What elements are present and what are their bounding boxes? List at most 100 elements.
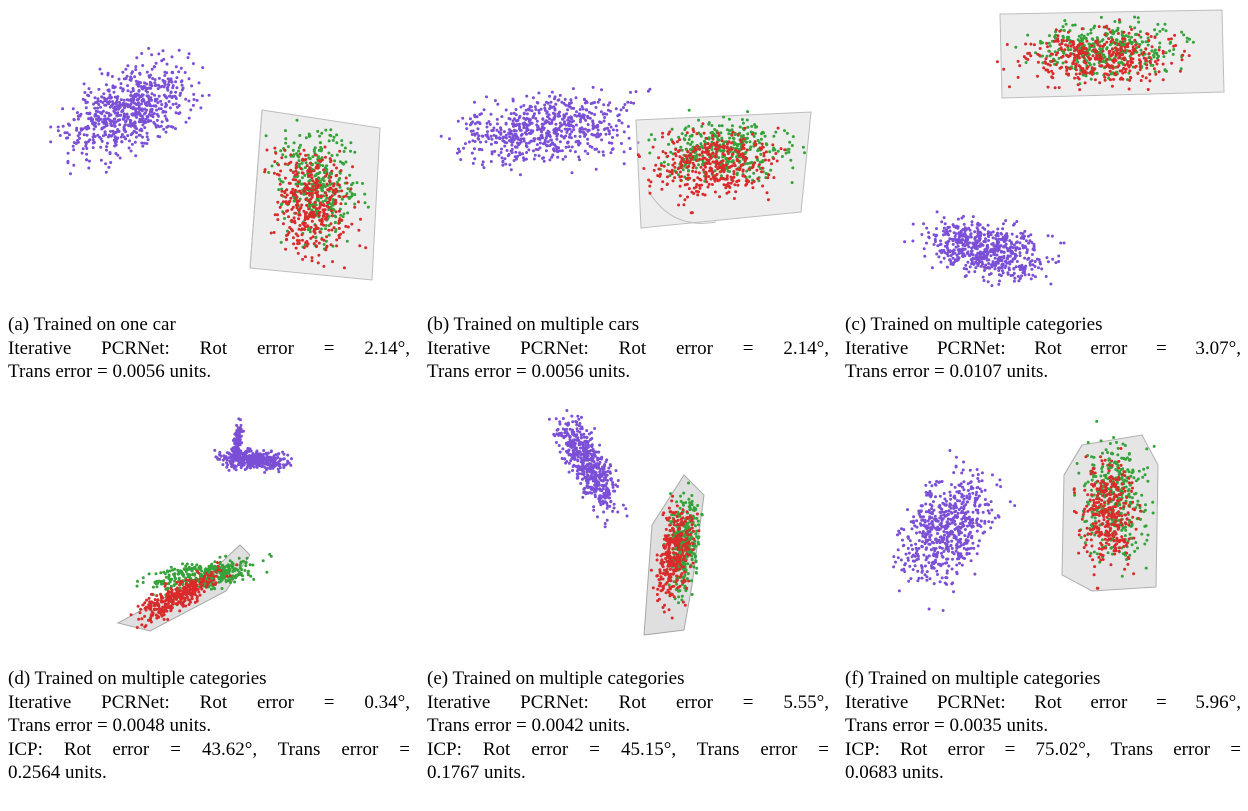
registered-point xyxy=(1149,61,1152,65)
registered-point xyxy=(654,163,658,167)
template-point xyxy=(720,136,724,140)
source-point xyxy=(1033,260,1037,263)
registered-point xyxy=(1108,69,1112,73)
source-point xyxy=(103,103,107,107)
source-point xyxy=(628,147,632,151)
template-point xyxy=(334,215,338,219)
source-point xyxy=(1028,239,1032,243)
source-point xyxy=(177,70,181,74)
template-point xyxy=(284,155,288,159)
registered-point xyxy=(342,266,346,270)
registered-point xyxy=(682,203,686,207)
source-point xyxy=(986,243,989,247)
template-point xyxy=(1054,33,1058,37)
registered-point xyxy=(335,173,339,177)
source-point xyxy=(502,135,506,139)
template-point xyxy=(688,148,692,151)
registered-point xyxy=(676,150,680,153)
template-point xyxy=(277,188,281,192)
source-point xyxy=(529,105,533,109)
source-point xyxy=(96,133,100,137)
source-point xyxy=(997,282,1001,286)
source-point xyxy=(546,115,549,119)
source-point xyxy=(586,123,590,126)
source-point xyxy=(579,116,583,120)
template-point xyxy=(668,174,672,178)
source-point xyxy=(97,118,101,122)
source-point xyxy=(952,231,956,235)
source-point xyxy=(1062,241,1066,245)
source-point xyxy=(237,441,241,444)
source-point xyxy=(262,462,266,466)
source-point xyxy=(925,226,929,230)
source-point xyxy=(524,108,528,112)
template-point xyxy=(329,128,333,132)
template-point xyxy=(689,143,692,146)
registered-point xyxy=(680,156,684,160)
registered-point xyxy=(323,145,327,149)
template-point xyxy=(307,179,311,183)
registered-point xyxy=(296,184,300,188)
source-point xyxy=(517,116,521,120)
source-point xyxy=(543,106,547,110)
registered-point xyxy=(695,132,699,136)
source-point xyxy=(84,106,88,110)
source-point xyxy=(146,138,150,142)
registered-point xyxy=(732,172,736,176)
source-point xyxy=(471,161,475,165)
source-point xyxy=(111,84,115,88)
registered-point xyxy=(310,219,314,223)
template-point xyxy=(238,563,242,567)
registered-point xyxy=(272,231,276,234)
registered-point xyxy=(1144,76,1148,80)
source-point xyxy=(997,248,1001,252)
registered-point xyxy=(296,208,300,212)
source-point xyxy=(1007,268,1011,272)
template-point xyxy=(1161,27,1165,31)
template-point xyxy=(700,124,704,128)
source-point xyxy=(1032,247,1036,251)
source-point xyxy=(970,223,974,227)
registered-point xyxy=(684,160,687,164)
source-point xyxy=(174,97,178,100)
source-point xyxy=(186,56,190,60)
source-point xyxy=(515,119,519,123)
registered-point xyxy=(755,168,759,172)
source-point xyxy=(510,151,514,154)
source-point xyxy=(276,460,280,464)
template-point xyxy=(243,569,247,572)
template-point xyxy=(695,153,699,157)
source-point xyxy=(975,247,979,251)
registered-point xyxy=(1066,72,1070,76)
source-point xyxy=(258,461,262,465)
source-point xyxy=(1029,233,1033,237)
source-point xyxy=(110,75,114,78)
source-point xyxy=(237,417,241,421)
registered-point xyxy=(304,197,308,201)
source-point xyxy=(583,149,587,153)
registered-point xyxy=(1064,60,1068,64)
source-point xyxy=(510,147,514,151)
source-point xyxy=(935,227,938,231)
registered-point xyxy=(1161,62,1165,66)
template-point xyxy=(1149,63,1153,67)
template-point xyxy=(773,148,777,152)
source-point xyxy=(197,81,201,85)
template-point xyxy=(722,149,726,153)
source-point xyxy=(527,120,531,123)
source-point xyxy=(998,255,1002,259)
registered-point xyxy=(710,183,714,186)
source-point xyxy=(556,155,560,159)
registered-point xyxy=(719,176,723,180)
registered-point xyxy=(732,197,736,200)
source-point xyxy=(174,102,178,106)
source-point xyxy=(242,429,245,433)
template-point xyxy=(1117,61,1121,65)
source-point xyxy=(249,449,253,453)
template-point xyxy=(745,162,749,166)
source-point xyxy=(461,116,465,120)
registered-point xyxy=(668,170,672,174)
source-point xyxy=(151,115,155,119)
registered-point xyxy=(1091,69,1095,73)
source-point xyxy=(539,136,543,140)
